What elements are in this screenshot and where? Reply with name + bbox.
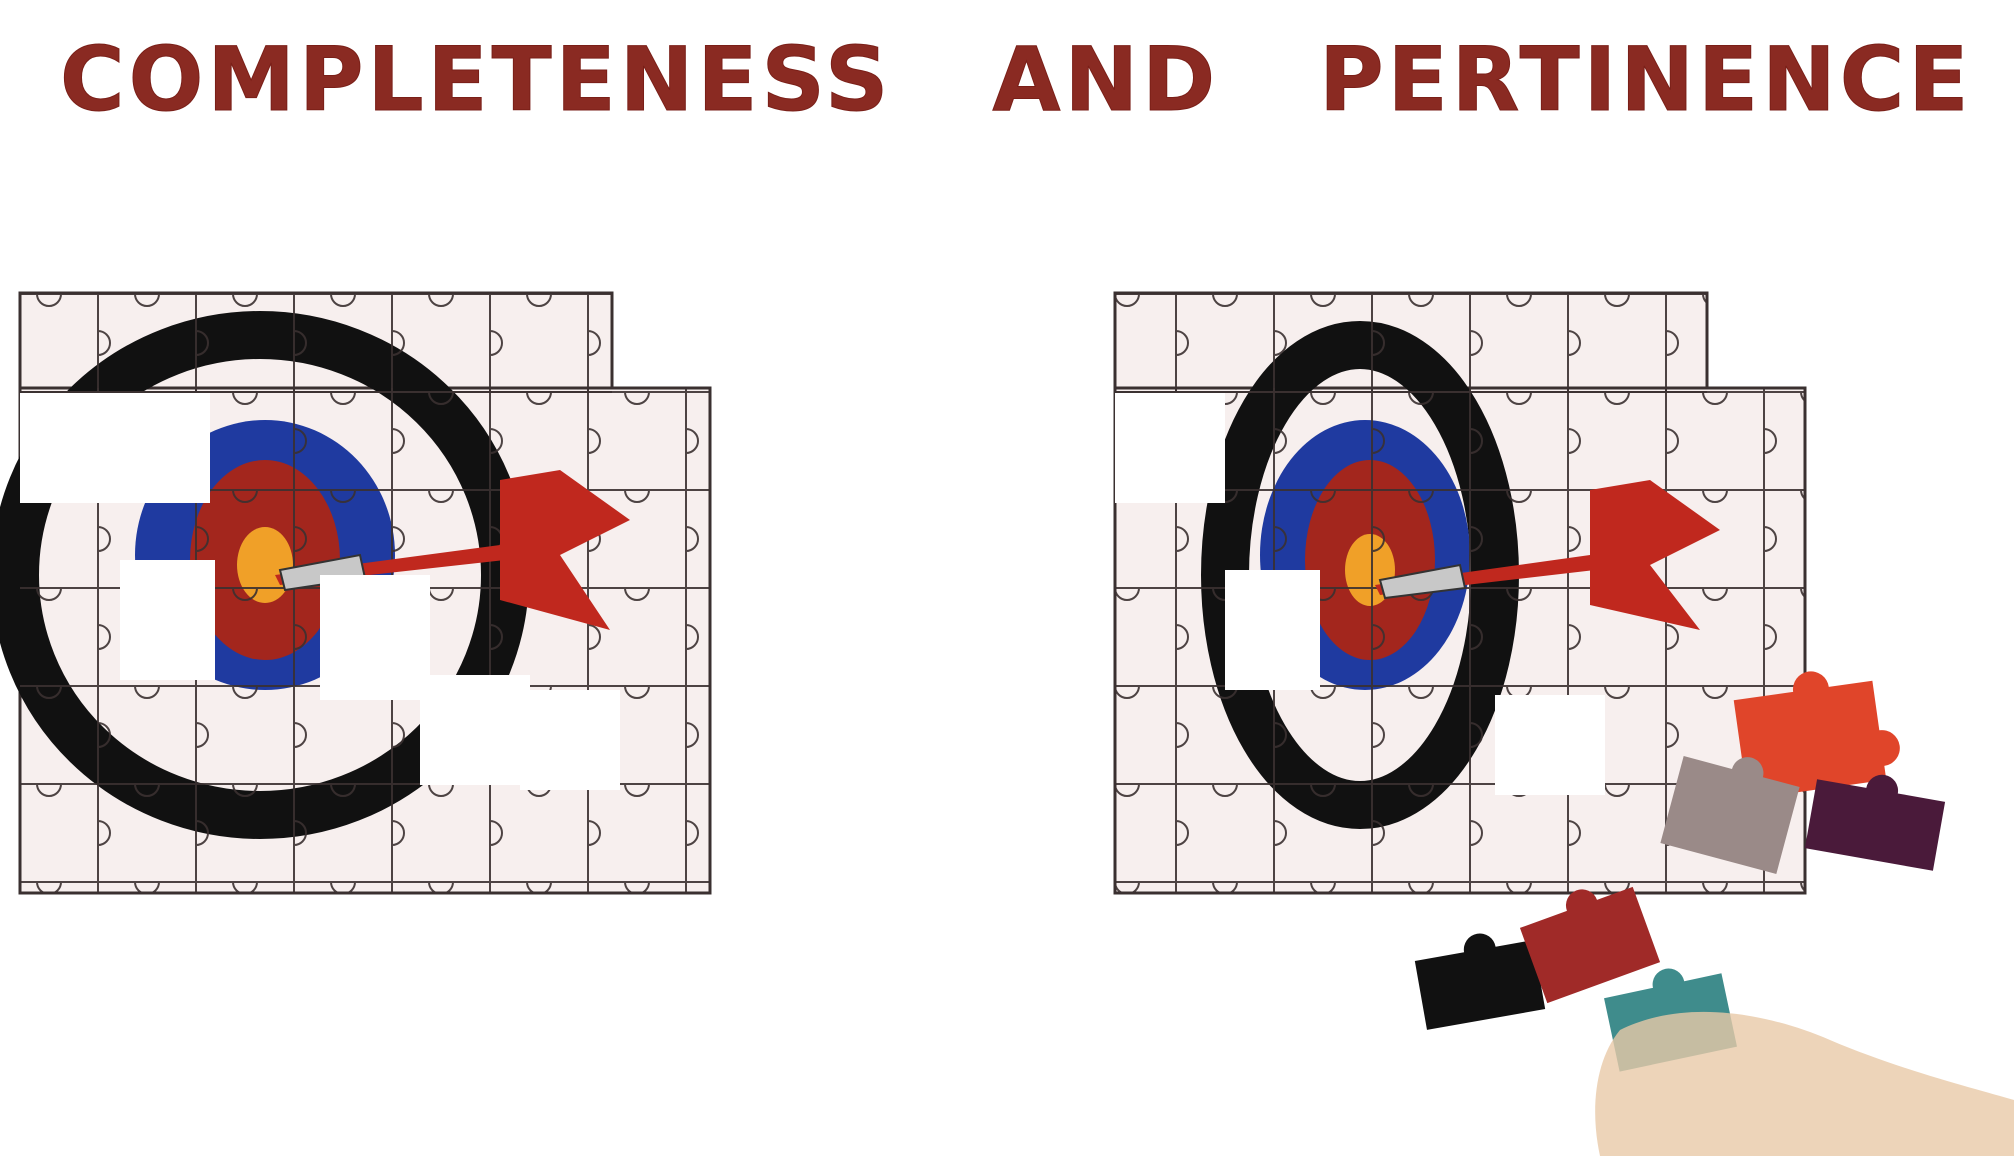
title-word-completeness: COMPLETENESS [59,28,893,132]
left-dart-icon [275,470,630,630]
title-word-and: AND [992,28,1220,132]
left-puzzle-target-icon [0,291,712,895]
hand-icon [1595,1011,2014,1156]
right-dart-icon [1375,480,1720,630]
title-word-pertinence: PERTINENCE [1319,28,1973,132]
page-title: COMPLETENESS AND PERTINENCE [59,20,1968,140]
